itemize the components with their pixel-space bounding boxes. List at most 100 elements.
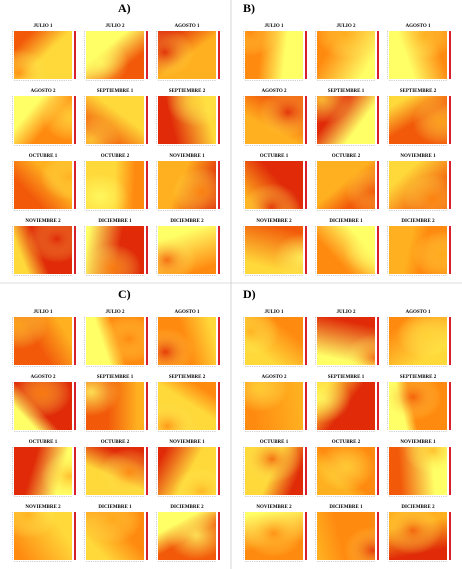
colorbar [74, 317, 76, 365]
heatmap-overlay [245, 447, 303, 495]
heatmap-overlay [158, 226, 216, 274]
map-title: SEPTIEMBRE 1 [328, 375, 365, 380]
heatmap-overlay [245, 31, 303, 79]
colorbar [377, 382, 379, 430]
heatmap-overlay [86, 161, 144, 209]
heatmap-overlay [317, 31, 375, 79]
colorbar [449, 512, 451, 560]
colorbar [218, 226, 220, 274]
colorbar [377, 96, 379, 144]
heatmap-overlay [158, 161, 216, 209]
panel-label: A) [118, 1, 131, 15]
panel-label: B) [243, 1, 255, 15]
heatmap-overlay [389, 317, 447, 365]
colorbar [218, 96, 220, 144]
colorbar [449, 447, 451, 495]
map-title: SEPTIEMBRE 2 [169, 375, 206, 380]
map-title: OCTUBRE 1 [260, 154, 289, 159]
heatmap-overlay [389, 31, 447, 79]
heatmap-overlay [158, 447, 216, 495]
heatmap-overlay [14, 317, 72, 365]
heatmap-overlay [317, 512, 375, 560]
colorbar [74, 382, 76, 430]
colorbar [146, 317, 148, 365]
heatmap-overlay [317, 317, 375, 365]
colorbar [218, 31, 220, 79]
map-title: DICIEMBRE 1 [98, 505, 132, 510]
map-title: OCTUBRE 2 [332, 154, 361, 159]
map-title: JULIO 1 [264, 24, 284, 29]
heatmap-overlay [158, 512, 216, 560]
heatmap-overlay [317, 382, 375, 430]
colorbar [146, 512, 148, 560]
heatmap-overlay [86, 512, 144, 560]
colorbar [218, 447, 220, 495]
map-title: AGOSTO 2 [30, 89, 56, 94]
colorbar [449, 161, 451, 209]
heatmap-overlay [14, 31, 72, 79]
colorbar [146, 226, 148, 274]
heatmap-overlay [245, 226, 303, 274]
heatmap-overlay [158, 317, 216, 365]
map-title: AGOSTO 1 [405, 24, 431, 29]
heatmap-overlay [317, 96, 375, 144]
colorbar [305, 96, 307, 144]
heatmap-overlay [14, 447, 72, 495]
colorbar [146, 447, 148, 495]
colorbar [218, 382, 220, 430]
heatmap-overlay [317, 226, 375, 274]
map-title: SEPTIEMBRE 1 [97, 375, 134, 380]
heatmap-overlay [86, 317, 144, 365]
map-title: NOVIEMBRE 2 [25, 219, 61, 224]
colorbar [449, 317, 451, 365]
colorbar [305, 31, 307, 79]
heatmap-overlay [389, 161, 447, 209]
colorbar [218, 512, 220, 560]
colorbar [377, 512, 379, 560]
map-title: NOVIEMBRE 2 [25, 505, 61, 510]
map-title: JULIO 1 [264, 310, 284, 315]
colorbar [74, 512, 76, 560]
map-title: AGOSTO 1 [174, 24, 200, 29]
heatmap-overlay [86, 31, 144, 79]
map-title: AGOSTO 1 [174, 310, 200, 315]
map-title: OCTUBRE 2 [101, 440, 130, 445]
heatmap-overlay [86, 447, 144, 495]
colorbar [146, 382, 148, 430]
colorbar [146, 161, 148, 209]
map-title: DICIEMBRE 2 [401, 219, 435, 224]
colorbar [305, 161, 307, 209]
heatmap-overlay [86, 382, 144, 430]
colorbar [449, 96, 451, 144]
map-title: SEPTIEMBRE 1 [97, 89, 134, 94]
heatmap-overlay [389, 226, 447, 274]
map-title: JULIO 1 [33, 24, 53, 29]
panel-label: D) [243, 287, 256, 301]
map-title: NOVIEMBRE 1 [400, 154, 436, 159]
map-title: NOVIEMBRE 1 [169, 440, 205, 445]
map-title: NOVIEMBRE 1 [400, 440, 436, 445]
colorbar [449, 382, 451, 430]
colorbar [305, 447, 307, 495]
map-title: AGOSTO 2 [261, 375, 287, 380]
heatmap-overlay [14, 512, 72, 560]
map-title: DICIEMBRE 1 [329, 505, 363, 510]
heatmap-overlay [245, 382, 303, 430]
colorbar [74, 31, 76, 79]
heatmap-overlay [317, 447, 375, 495]
colorbar [305, 382, 307, 430]
map-title: JULIO 2 [105, 310, 125, 315]
map-title: DICIEMBRE 1 [98, 219, 132, 224]
map-title: SEPTIEMBRE 2 [400, 89, 437, 94]
colorbar [377, 226, 379, 274]
colorbar [74, 447, 76, 495]
colorbar [146, 96, 148, 144]
colorbar [74, 161, 76, 209]
map-title: JULIO 2 [336, 24, 356, 29]
heatmap-overlay [389, 447, 447, 495]
heatmap-overlay [389, 382, 447, 430]
colorbar [146, 31, 148, 79]
colorbar [305, 317, 307, 365]
map-title: OCTUBRE 1 [29, 154, 58, 159]
map-title: JULIO 2 [105, 24, 125, 29]
